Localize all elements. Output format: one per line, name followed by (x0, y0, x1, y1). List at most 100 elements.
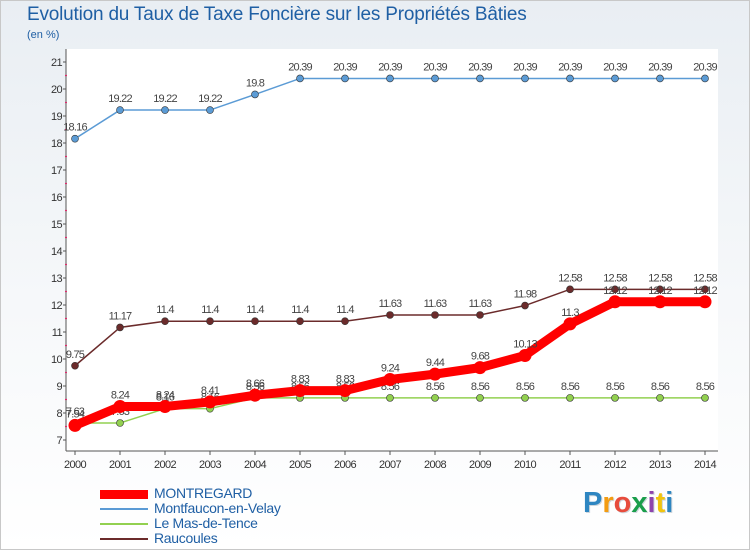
legend-swatch (100, 538, 148, 540)
data-point (293, 384, 307, 398)
data-label: 8.24 (156, 390, 175, 402)
data-label: 12.12 (603, 285, 627, 297)
data-label: 20.39 (333, 61, 357, 73)
y-axis-unit: (en %) (27, 29, 60, 41)
data-label: 19.22 (198, 93, 222, 105)
data-point (518, 348, 532, 362)
data-point (701, 285, 709, 294)
data-point (251, 317, 259, 326)
data-label: 19.8 (246, 77, 265, 89)
data-label: 19.22 (153, 93, 177, 105)
data-point (71, 361, 79, 370)
y-tick-label: 11 (52, 327, 63, 339)
data-label: 8.56 (246, 381, 265, 393)
data-label: 8.56 (696, 381, 715, 393)
data-label: 12.12 (693, 285, 717, 297)
data-point (71, 134, 79, 143)
data-label: 8.16 (156, 392, 175, 404)
y-tick-label: 10 (51, 354, 63, 366)
x-tick-label: 2011 (559, 459, 581, 471)
data-point (296, 317, 304, 326)
data-label: 12.12 (648, 285, 672, 297)
x-tick-label: 2001 (109, 459, 132, 471)
data-label: 11.63 (469, 298, 492, 310)
data-point (338, 384, 352, 398)
data-point (203, 395, 217, 409)
data-label: 8.56 (561, 381, 580, 393)
data-label: 20.39 (513, 61, 537, 73)
data-point (386, 311, 394, 319)
legend-label: Raucoules (154, 530, 218, 546)
data-label: 12.58 (558, 272, 582, 284)
y-tick-label: 8 (56, 408, 62, 420)
data-label: 9.68 (471, 351, 490, 363)
data-label: 9.24 (381, 363, 400, 375)
x-tick-label: 2008 (424, 459, 447, 471)
data-point (386, 74, 394, 83)
y-tick-label: 12 (51, 300, 63, 312)
data-label: 8.41 (201, 385, 220, 397)
data-point (611, 394, 619, 402)
data-label: 20.39 (468, 61, 492, 73)
data-label: 9.44 (426, 357, 445, 369)
data-point (341, 74, 349, 83)
y-tick-label: 20 (51, 84, 63, 96)
data-point (521, 74, 529, 83)
data-point (701, 394, 709, 402)
x-tick-label: 2006 (334, 459, 357, 471)
data-point (656, 285, 664, 294)
x-tick-label: 2014 (694, 459, 717, 471)
data-label: 7.63 (66, 406, 85, 418)
data-label: 11.4 (156, 304, 174, 316)
data-point (521, 394, 529, 402)
data-point (656, 74, 664, 83)
logo-letter: x (631, 487, 648, 519)
data-point (206, 317, 214, 326)
data-point (701, 74, 709, 83)
data-point (251, 90, 259, 99)
logo-letter: i (647, 487, 656, 519)
data-point (566, 285, 574, 294)
x-tick-label: 2003 (199, 459, 222, 471)
logo-letter: r (602, 487, 614, 519)
data-point (653, 295, 667, 309)
y-tick-label: 7 (56, 435, 62, 447)
logo-letter: t (655, 487, 666, 519)
x-tick-label: 2002 (154, 459, 177, 471)
data-label: 12.58 (693, 272, 717, 284)
data-point (611, 74, 619, 83)
data-point (161, 317, 169, 326)
data-label: 11.63 (424, 298, 447, 310)
data-point (476, 311, 484, 319)
data-point (116, 419, 124, 427)
data-point (248, 388, 262, 402)
y-tick-label: 16 (51, 192, 63, 204)
legend-swatch (100, 508, 148, 510)
data-label: 20.39 (603, 61, 627, 73)
data-label: 20.39 (288, 61, 312, 73)
x-tick-label: 2007 (379, 459, 402, 471)
data-point (476, 394, 484, 402)
data-label: 8.56 (606, 381, 625, 393)
data-point (608, 295, 622, 309)
data-label: 11.4 (291, 304, 309, 316)
logo-letter: i (665, 487, 674, 519)
data-point (386, 394, 394, 402)
data-label: 8.66 (246, 378, 265, 390)
data-point (566, 74, 574, 83)
data-point (161, 106, 169, 114)
legend-swatch (100, 523, 148, 525)
data-label: 20.39 (648, 61, 672, 73)
data-point (656, 394, 664, 402)
proxiti-logo: Proxiti (583, 487, 673, 520)
data-label: 11.63 (379, 298, 402, 310)
data-point (383, 373, 397, 387)
data-label: 20.39 (558, 61, 582, 73)
data-point (113, 400, 127, 414)
y-tick-label: 13 (51, 273, 63, 285)
data-point (116, 323, 124, 332)
legend-label: MONTREGARD (154, 485, 253, 501)
y-tick-label: 19 (51, 111, 63, 123)
y-tick-label: 9 (56, 381, 62, 393)
data-label: 20.39 (693, 61, 717, 73)
